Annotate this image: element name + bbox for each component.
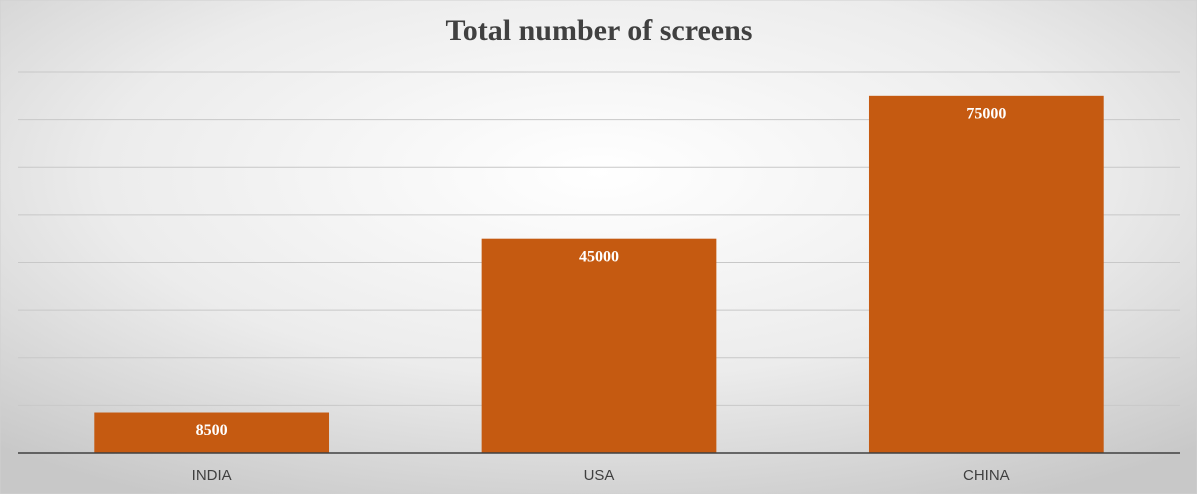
chart-title: Total number of screens	[446, 14, 753, 47]
bar	[94, 412, 330, 453]
data-label: 45000	[579, 248, 619, 265]
x-tick-label: USA	[584, 467, 615, 484]
data-label: 75000	[966, 105, 1006, 122]
bar	[868, 95, 1104, 453]
data-label: 8500	[196, 422, 228, 439]
x-tick-label: INDIA	[192, 467, 232, 484]
x-tick-label: CHINA	[963, 467, 1010, 484]
bar	[481, 238, 717, 453]
